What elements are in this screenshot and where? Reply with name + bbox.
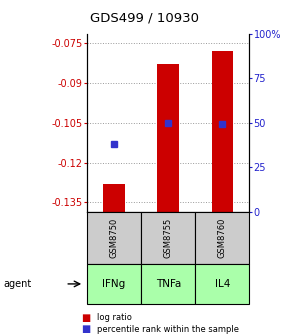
Bar [87, 264, 141, 304]
Text: GSM8750: GSM8750 [110, 218, 119, 258]
Text: GDS499 / 10930: GDS499 / 10930 [90, 12, 200, 25]
Bar [195, 212, 249, 264]
Text: ■: ■ [81, 312, 90, 323]
Bar [195, 264, 249, 304]
Text: log ratio: log ratio [97, 313, 132, 322]
Text: GSM8755: GSM8755 [164, 218, 173, 258]
Bar [87, 212, 141, 264]
Bar [141, 212, 195, 264]
Text: percentile rank within the sample: percentile rank within the sample [97, 325, 239, 334]
Text: GSM8760: GSM8760 [218, 217, 227, 258]
Bar [141, 264, 195, 304]
Text: TNFa: TNFa [155, 279, 181, 289]
Text: IFNg: IFNg [102, 279, 126, 289]
Text: agent: agent [3, 279, 31, 289]
Text: IL4: IL4 [215, 279, 230, 289]
Bar [103, 184, 125, 212]
Bar [157, 64, 179, 212]
Bar [211, 51, 233, 212]
Text: ■: ■ [81, 324, 90, 334]
